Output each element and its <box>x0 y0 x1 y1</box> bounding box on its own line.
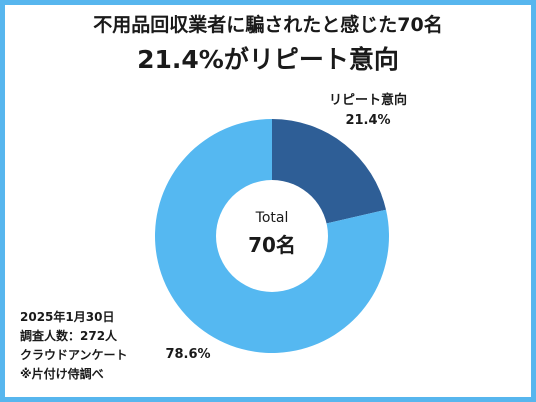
survey-date: 2025年1月30日 <box>20 310 115 324</box>
center-value: 70名 <box>248 233 296 257</box>
chart-subtitle: 21.4%がリピート意向 <box>137 45 399 74</box>
survey-source: ※片付け侍調べ <box>20 367 104 381</box>
center-label: Total <box>255 210 289 226</box>
survey-notes: 2025年1月30日 調査人数：272人 クラウドアンケート ※片付け侍調べ <box>20 308 128 384</box>
slice-value-other: 78.6% <box>165 347 210 362</box>
slice-value-repeat: 21.4% <box>345 113 390 128</box>
chart-title: 不用品回収業者に騙されたと感じた70名 <box>93 14 443 36</box>
slice-label-repeat: リピート意向 <box>329 92 407 108</box>
survey-method: クラウドアンケート <box>20 348 128 362</box>
survey-count: 調査人数：272人 <box>20 329 118 343</box>
donut-hole <box>216 180 328 292</box>
